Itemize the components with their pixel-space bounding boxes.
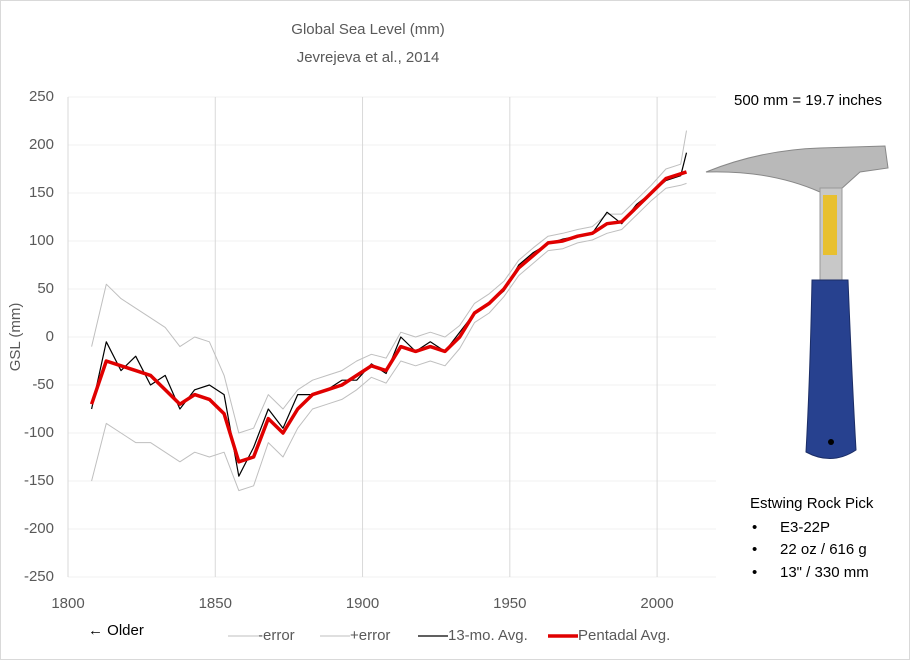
y-tick-label: 50 [37, 280, 54, 297]
bullet: • [752, 541, 757, 558]
y-tick-label: 200 [29, 136, 54, 153]
x-tick-label: 1850 [199, 595, 232, 612]
chart-title: Global Sea Level (mm) [291, 21, 444, 38]
x-tick-label: 1950 [493, 595, 526, 612]
annotation: ← Older [88, 622, 144, 639]
legend-label: Pentadal Avg. [578, 627, 670, 644]
legend-label: 13-mo. Avg. [448, 627, 528, 644]
annotation: Estwing Rock Pick [750, 495, 874, 512]
y-tick-label: -150 [24, 472, 54, 489]
y-tick-label: -100 [24, 424, 54, 441]
x-tick-label: 2000 [640, 595, 673, 612]
x-tick-label: 1900 [346, 595, 379, 612]
y-tick-label: 150 [29, 184, 54, 201]
annotation: E3-22P [780, 519, 830, 536]
hammer-image [705, 145, 889, 459]
y-tick-label: -200 [24, 520, 54, 537]
annotation: 13" / 330 mm [780, 564, 869, 581]
bullet: • [752, 519, 757, 536]
y-tick-label: -50 [32, 376, 54, 393]
y-tick-label: 0 [46, 328, 54, 345]
series-line [89, 170, 688, 464]
legend-label: -error [258, 627, 295, 644]
y-tick-label: 250 [29, 88, 54, 105]
bullet: • [752, 564, 757, 581]
annotation: 22 oz / 616 g [780, 541, 867, 558]
y-axis-label: GSL (mm) [7, 303, 24, 372]
x-tick-label: 1800 [51, 595, 84, 612]
legend-label: +error [350, 627, 390, 644]
annotation: 500 mm = 19.7 inches [734, 92, 882, 109]
chart-subtitle: Jevrejeva et al., 2014 [297, 49, 440, 66]
y-tick-label: -250 [24, 568, 54, 585]
series-line [91, 182, 687, 492]
y-tick-label: 100 [29, 232, 54, 249]
series-line [91, 130, 687, 434]
